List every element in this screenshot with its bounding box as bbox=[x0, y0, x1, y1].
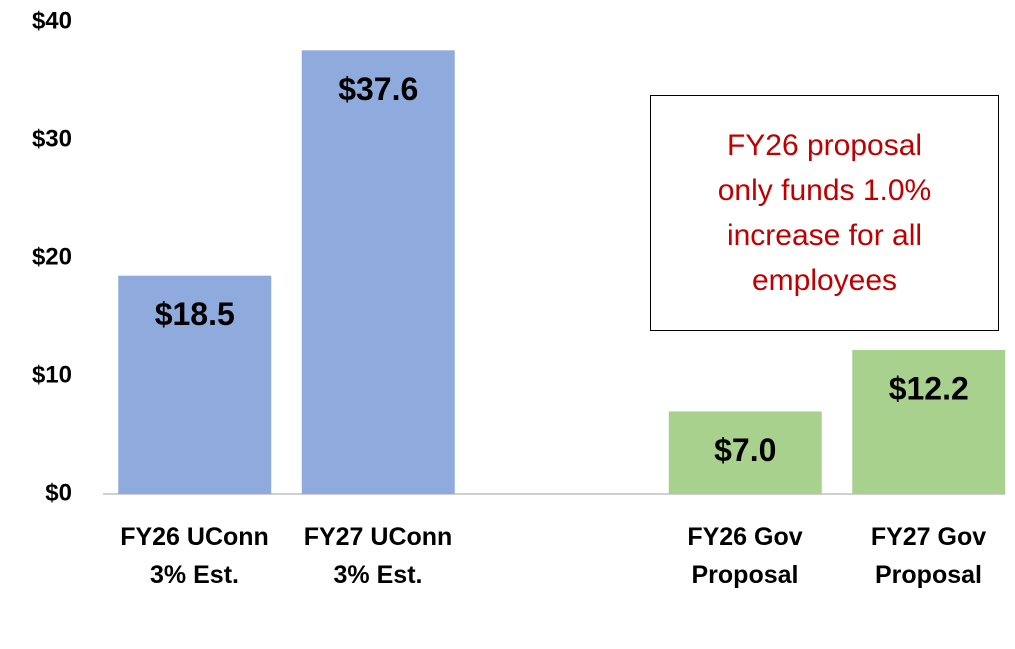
bar bbox=[118, 275, 272, 494]
value-label: $12.2 bbox=[889, 370, 969, 406]
y-tick-label: $20 bbox=[32, 243, 72, 270]
y-tick-label: $30 bbox=[32, 125, 72, 152]
bar bbox=[668, 411, 822, 494]
x-tick-label: FY26 UConn 3% Est. bbox=[120, 523, 269, 589]
bar bbox=[301, 50, 455, 494]
value-label: $7.0 bbox=[714, 432, 776, 468]
annotation: FY26 proposal only funds 1.0% increase f… bbox=[717, 129, 932, 297]
x-tick-label: FY26 Gov Proposal bbox=[687, 523, 803, 589]
y-tick-label: $10 bbox=[32, 361, 72, 388]
y-tick-label: $40 bbox=[32, 7, 72, 34]
x-tick-label: FY27 UConn 3% Est. bbox=[303, 523, 453, 589]
annotation-box: FY26 proposal only funds 1.0% increase f… bbox=[650, 95, 999, 331]
bar bbox=[852, 350, 1006, 494]
x-tick-label: FY27 Gov Proposal bbox=[870, 523, 987, 589]
y-tick-label: $0 bbox=[45, 479, 72, 506]
value-label: $18.5 bbox=[155, 296, 235, 332]
value-label: $37.6 bbox=[338, 71, 418, 107]
